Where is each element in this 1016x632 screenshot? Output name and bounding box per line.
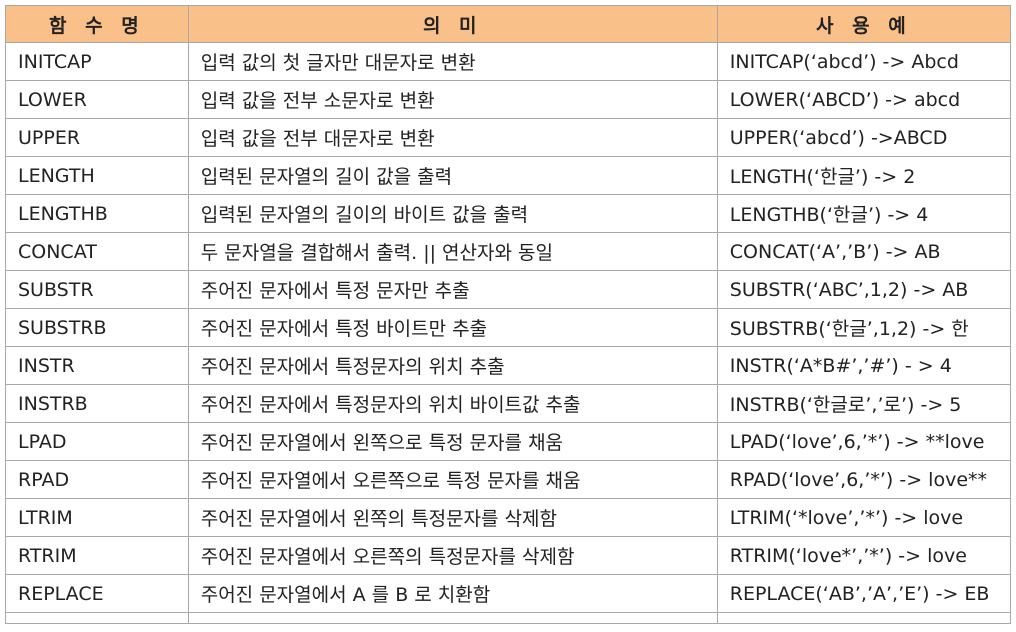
meaning-cell: 입력 값을 전부 소문자로 변환 <box>187 80 718 119</box>
table-row: LOWER 입력 값을 전부 소문자로 변환 LOWER(‘ABCD’) -> ab… <box>5 80 1012 119</box>
example-cell: RPAD(‘love’,6,’*’) -> love** <box>716 460 1012 499</box>
header-example: 사 용 예 <box>716 5 1012 43</box>
meaning-cell: 주어진 문자열에서 오른쪽으로 특정 문자를 채움 <box>187 460 718 499</box>
meaning-cell: 두 문자열을 결합해서 출력. || 연산자와 동일 <box>187 232 718 271</box>
function-name-cell: RTRIM <box>5 536 189 575</box>
function-name-cell: LPAD <box>5 422 189 461</box>
example-cell: INSTR(‘A*B#’,’#’) - > 4 <box>716 346 1012 385</box>
function-name-cell: SUBSTR <box>5 270 189 309</box>
function-name-cell: SUBSTRB <box>5 308 189 347</box>
function-name-cell: INITCAP <box>5 42 189 81</box>
header-meaning: 의 미 <box>187 5 718 43</box>
table-row: UPPER 입력 값을 전부 대문자로 변환 UPPER(‘abcd’) ->ABC… <box>5 118 1012 157</box>
example-cell: LENGTHB(‘한글’) -> 4 <box>716 194 1012 233</box>
meaning-cell: 주어진 문자열에서 A 를 B 로 치환함 <box>187 574 718 613</box>
example-cell: LENGTH(‘한글’) -> 2 <box>716 156 1012 195</box>
table-row: CONCAT 두 문자열을 결합해서 출력. || 연산자와 동일 CONCAT(‘… <box>5 232 1012 271</box>
meaning-cell: 주어진 문자에서 특정 바이트만 추출 <box>187 308 718 347</box>
meaning-cell: 입력 값의 첫 글자만 대문자로 변환 <box>187 42 718 81</box>
table-row: LENGTH 입력된 문자열의 길이 값을 출력 LENGTH(‘한글’) -> 2 <box>5 156 1012 195</box>
function-table: 함 수 명 의 미 사 용 예 INITCAP 입력 값의 첫 글자만 대문자로 … <box>5 5 1012 624</box>
meaning-cell: 주어진 문자열에서 왼쪽으로 특정 문자를 채움 <box>187 422 718 461</box>
meaning-cell: 주어진 문자에서 특정문자의 위치 바이트값 추출 <box>187 384 718 423</box>
meaning-cell: 주어진 문자에서 특정문자의 위치 추출 <box>187 346 718 385</box>
empty-cell <box>5 612 189 624</box>
example-cell: RTRIM(‘love*’,’*’) -> love <box>716 536 1012 575</box>
table-row: RPAD 주어진 문자열에서 오른쪽으로 특정 문자를 채움 RPAD(‘love’… <box>5 460 1012 499</box>
function-name-cell: LENGTHB <box>5 194 189 233</box>
function-name-cell: RPAD <box>5 460 189 499</box>
empty-cell <box>187 612 718 624</box>
function-name-cell: UPPER <box>5 118 189 157</box>
meaning-cell: 주어진 문자에서 특정 문자만 추출 <box>187 270 718 309</box>
example-cell: UPPER(‘abcd’) ->ABCD <box>716 118 1012 157</box>
example-cell: SUBSTR(‘ABC’,1,2) -> AB <box>716 270 1012 309</box>
example-cell: LPAD(‘love’,6,’*’) -> **love <box>716 422 1012 461</box>
meaning-cell: 주어진 문자열에서 왼쪽의 특정문자를 삭제함 <box>187 498 718 537</box>
table-row: LENGTHB 입력된 문자열의 길이의 바이트 값을 출력 LENGTHB(‘한글… <box>5 194 1012 233</box>
table-row: SUBSTRB 주어진 문자에서 특정 바이트만 추출 SUBSTRB(‘한글’,1… <box>5 308 1012 347</box>
function-name-cell: CONCAT <box>5 232 189 271</box>
table-row: INITCAP 입력 값의 첫 글자만 대문자로 변환 INITCAP(‘abcd’… <box>5 42 1012 81</box>
table-row: INSTRB 주어진 문자에서 특정문자의 위치 바이트값 추출 INSTRB(‘한… <box>5 384 1012 423</box>
example-cell: INITCAP(‘abcd’) -> Abcd <box>716 42 1012 81</box>
table-row: LPAD 주어진 문자열에서 왼쪽으로 특정 문자를 채움 LPAD(‘love’,… <box>5 422 1012 461</box>
example-cell: LTRIM(‘*love’,’*’) -> love <box>716 498 1012 537</box>
example-cell: CONCAT(‘A’,’B’) -> AB <box>716 232 1012 271</box>
function-name-cell: REPLACE <box>5 574 189 613</box>
table-row: REPLACE 주어진 문자열에서 A 를 B 로 치환함 REPLACE(‘AB’… <box>5 574 1012 613</box>
example-cell: REPLACE(‘AB’,’A’,’E’) -> EB <box>716 574 1012 613</box>
table-row: LTRIM 주어진 문자열에서 왼쪽의 특정문자를 삭제함 LTRIM(‘*love… <box>5 498 1012 537</box>
header-row: 함 수 명 의 미 사 용 예 <box>5 5 1012 43</box>
meaning-cell: 입력된 문자열의 길이 값을 출력 <box>187 156 718 195</box>
function-name-cell: LOWER <box>5 80 189 119</box>
function-name-cell: INSTRB <box>5 384 189 423</box>
example-cell: LOWER(‘ABCD’) -> abcd <box>716 80 1012 119</box>
function-name-cell: LENGTH <box>5 156 189 195</box>
header-function-name: 함 수 명 <box>5 5 189 43</box>
meaning-cell: 주어진 문자열에서 오른쪽의 특정문자를 삭제함 <box>187 536 718 575</box>
table-row-cut-off <box>5 612 1012 624</box>
meaning-cell: 입력 값을 전부 대문자로 변환 <box>187 118 718 157</box>
example-cell: INSTRB(‘한글로’,’로’) -> 5 <box>716 384 1012 423</box>
function-name-cell: LTRIM <box>5 498 189 537</box>
function-name-cell: INSTR <box>5 346 189 385</box>
example-cell: SUBSTRB(‘한글’,1,2) -> 한 <box>716 308 1012 347</box>
meaning-cell: 입력된 문자열의 길이의 바이트 값을 출력 <box>187 194 718 233</box>
table-row: RTRIM 주어진 문자열에서 오른쪽의 특정문자를 삭제함 RTRIM(‘love… <box>5 536 1012 575</box>
empty-cell <box>716 612 1012 624</box>
table-body: INITCAP 입력 값의 첫 글자만 대문자로 변환 INITCAP(‘abcd’… <box>5 42 1012 624</box>
table-row: SUBSTR 주어진 문자에서 특정 문자만 추출 SUBSTR(‘ABC’,1,2… <box>5 270 1012 309</box>
table-row: INSTR 주어진 문자에서 특정문자의 위치 추출 INSTR(‘A*B#’,’#… <box>5 346 1012 385</box>
